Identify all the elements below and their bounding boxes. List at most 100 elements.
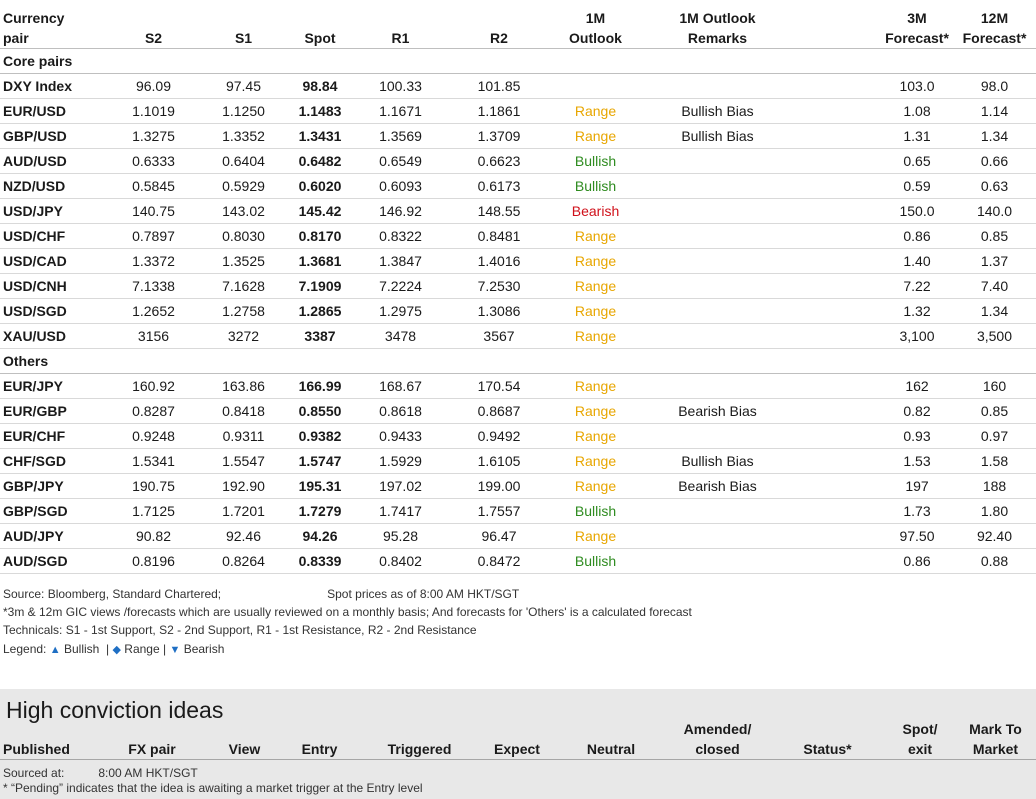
cell-outlook: Range	[557, 398, 634, 424]
cell-s2: 160.92	[100, 373, 207, 399]
cell-f3m: 0.65	[881, 148, 953, 174]
cell-f12m: 1.34	[953, 298, 1036, 324]
cell-f12m: 0.88	[953, 548, 1036, 574]
cell-f12m: 3,500	[953, 323, 1036, 349]
table-body: Core pairs DXY Index 96.09 97.45 98.84 100.33…	[0, 48, 1036, 574]
cell-s2: 0.7897	[100, 223, 207, 249]
col-header-3m-forecast: 3M Forecast*	[881, 0, 953, 49]
fx-outlook-table: Currency pair S2 S1 Spot R1 R2 1M Outlook …	[0, 0, 1036, 574]
cell-spacer	[801, 373, 881, 399]
hc-col-neutral: Neutral	[557, 719, 665, 760]
cell-s2: 0.8287	[100, 398, 207, 424]
cell-outlook: Bullish	[557, 498, 634, 524]
hc-col-triggered: Triggered	[362, 719, 477, 760]
cell-r1: 0.8402	[360, 548, 441, 574]
cell-r2: 0.8687	[441, 398, 557, 424]
cell-spacer	[801, 398, 881, 424]
cell-r1: 0.6549	[360, 148, 441, 174]
legend: Legend: ▲ Bullish | ◆ Range | ▼ Bearish	[3, 642, 225, 656]
cell-outlook: Range	[557, 298, 634, 324]
cell-outlook: Range	[557, 373, 634, 399]
cell-pair: USD/CHF	[0, 223, 100, 249]
table-row: EUR/CHF 0.9248 0.9311 0.9382 0.9433 0.9492 Ran…	[0, 423, 1036, 449]
cell-pair: USD/SGD	[0, 298, 100, 324]
col-header-s2: S2	[100, 0, 207, 49]
cell-spot: 1.2865	[280, 298, 360, 324]
cell-s1: 1.3352	[207, 123, 280, 149]
table-row: XAU/USD 3156 3272 3387 3478 3567 Range 3,100 3,5…	[0, 323, 1036, 349]
cell-r1: 0.6093	[360, 173, 441, 199]
cell-r1: 197.02	[360, 473, 441, 499]
col-header-outlook: 1M Outlook	[557, 0, 634, 49]
cell-s2: 90.82	[100, 523, 207, 549]
legend-bearish: Bearish	[183, 642, 225, 656]
cell-remarks	[634, 498, 801, 524]
cell-outlook: Range	[557, 323, 634, 349]
cell-remarks	[634, 73, 801, 99]
cell-pair: USD/CNH	[0, 273, 100, 299]
cell-outlook: Range	[557, 273, 634, 299]
cell-r1: 0.8322	[360, 223, 441, 249]
cell-spot: 98.84	[280, 73, 360, 99]
cell-r2: 0.8472	[441, 548, 557, 574]
cell-r2: 1.1861	[441, 98, 557, 124]
cell-r1: 1.7417	[360, 498, 441, 524]
cell-remarks	[634, 423, 801, 449]
hc-col-mark-to-market: Mark To Market	[955, 719, 1036, 760]
hc-col-fx-pair: FX pair	[92, 719, 212, 760]
cell-f12m: 0.66	[953, 148, 1036, 174]
col-header-spacer	[801, 0, 881, 49]
cell-s1: 97.45	[207, 73, 280, 99]
cell-s2: 1.2652	[100, 298, 207, 324]
cell-outlook: Range	[557, 423, 634, 449]
cell-f3m: 1.31	[881, 123, 953, 149]
cell-remarks	[634, 248, 801, 274]
cell-spot: 1.7279	[280, 498, 360, 524]
triangle-down-icon: ▼	[169, 644, 181, 656]
hc-col-published: Published	[0, 719, 92, 760]
triangle-up-icon: ▲	[49, 644, 61, 656]
cell-s1: 192.90	[207, 473, 280, 499]
cell-spot: 0.9382	[280, 423, 360, 449]
cell-r1: 95.28	[360, 523, 441, 549]
cell-spacer	[801, 298, 881, 324]
cell-s2: 0.9248	[100, 423, 207, 449]
cell-r1: 0.8618	[360, 398, 441, 424]
cell-remarks: Bullish Bias	[634, 448, 801, 474]
cell-f12m: 188	[953, 473, 1036, 499]
cell-f12m: 1.80	[953, 498, 1036, 524]
cell-spacer	[801, 248, 881, 274]
cell-spacer	[801, 323, 881, 349]
cell-r1: 7.2224	[360, 273, 441, 299]
section-title: Core pairs	[0, 48, 1036, 74]
cell-spot: 0.8339	[280, 548, 360, 574]
cell-pair: EUR/GBP	[0, 398, 100, 424]
cell-s1: 0.9311	[207, 423, 280, 449]
cell-s2: 1.3275	[100, 123, 207, 149]
cell-f3m: 103.0	[881, 73, 953, 99]
col-header-12m-forecast: 12M Forecast*	[953, 0, 1036, 49]
cell-spacer	[801, 223, 881, 249]
cell-pair: USD/CAD	[0, 248, 100, 274]
cell-r2: 1.6105	[441, 448, 557, 474]
cell-f3m: 1.73	[881, 498, 953, 524]
hc-col-expect: Expect	[477, 719, 557, 760]
table-notes: Source: Bloomberg, Standard Chartered; Sp…	[3, 585, 692, 639]
cell-f3m: 3,100	[881, 323, 953, 349]
cell-spot: 0.6482	[280, 148, 360, 174]
hc-col-status: Status*	[770, 719, 885, 760]
cell-f3m: 0.82	[881, 398, 953, 424]
cell-s1: 0.8264	[207, 548, 280, 574]
high-conviction-panel: High conviction ideas Published FX pair …	[0, 689, 1036, 799]
col-header-r2: R2	[441, 0, 557, 49]
cell-spacer	[801, 423, 881, 449]
cell-remarks	[634, 548, 801, 574]
cell-pair: GBP/JPY	[0, 473, 100, 499]
pending-note: * “Pending” indicates that the idea is a…	[3, 781, 423, 795]
cell-r2: 96.47	[441, 523, 557, 549]
cell-s2: 0.5845	[100, 173, 207, 199]
cell-s2: 1.5341	[100, 448, 207, 474]
table-header-row: Currency pair S2 S1 Spot R1 R2 1M Outlook …	[0, 0, 1036, 49]
table-row: USD/CHF 0.7897 0.8030 0.8170 0.8322 0.8481 Ran…	[0, 223, 1036, 249]
cell-f3m: 7.22	[881, 273, 953, 299]
